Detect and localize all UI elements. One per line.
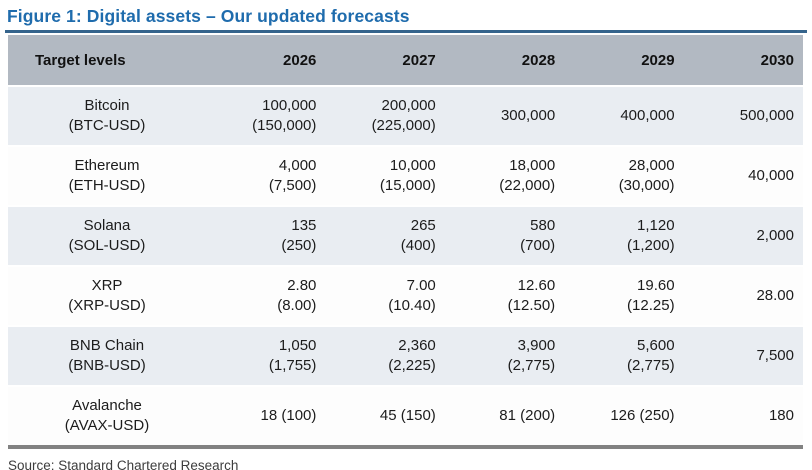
asset-cell: Ethereum (ETH-USD) [68, 156, 146, 194]
value-cell: 81 (200) [499, 406, 556, 424]
value-cell: 28.00 [756, 286, 794, 304]
table-row: Bitcoin (BTC-USD) 100,000 (150,000) 200,00… [8, 86, 803, 146]
table-header: Target levels 2026 2027 2028 2029 2030 [8, 35, 803, 86]
value-cell: 200,000 (225,000) [371, 96, 436, 134]
value-cell: 10,000 (15,000) [379, 156, 436, 194]
value-cell: 135 (250) [281, 216, 317, 254]
asset-cell: BNB Chain (BNB-USD) [68, 336, 146, 374]
header-row: Target levels 2026 2027 2028 2029 2030 [8, 35, 803, 86]
table-body: Bitcoin (BTC-USD) 100,000 (150,000) 200,00… [8, 86, 803, 445]
forecast-table-wrapper: Target levels 2026 2027 2028 2029 2030 Bitcoi… [8, 35, 803, 449]
column-header: 2026 [206, 35, 326, 86]
forecast-table: Target levels 2026 2027 2028 2029 2030 Bitcoi… [8, 35, 803, 445]
value-cell: 500,000 [739, 106, 794, 124]
column-header: 2029 [564, 35, 684, 86]
value-cell: 18,000 (22,000) [499, 156, 556, 194]
column-header: Target levels [8, 35, 206, 86]
value-cell: 5,600 (2,775) [627, 336, 675, 374]
value-cell: 18 (100) [260, 406, 317, 424]
value-cell: 45 (150) [379, 406, 436, 424]
value-cell: 100,000 (150,000) [252, 96, 317, 134]
figure-title: Figure 1: Digital assets – Our updated f… [7, 6, 410, 26]
value-cell: 28,000 (30,000) [618, 156, 675, 194]
value-cell: 2.80 (8.00) [277, 276, 317, 314]
value-cell: 40,000 [748, 166, 794, 184]
value-cell: 12.60 (12.50) [507, 276, 556, 314]
value-cell: 3,900 (2,775) [507, 336, 556, 374]
value-cell: 580 (700) [520, 216, 556, 254]
value-cell: 7.00 (10.40) [388, 276, 436, 314]
table-row: XRP (XRP-USD) 2.80 (8.00) 7.00 (10.40) 12.6… [8, 266, 803, 326]
source-note: Source: Standard Chartered Research [8, 458, 239, 470]
asset-cell: Bitcoin (BTC-USD) [68, 96, 146, 134]
asset-cell: Avalanche (AVAX-USD) [64, 396, 150, 434]
value-cell: 265 (400) [400, 216, 436, 254]
column-header: 2027 [325, 35, 445, 86]
value-cell: 4,000 (7,500) [268, 156, 317, 194]
value-cell: 126 (250) [610, 406, 675, 424]
column-header: 2028 [444, 35, 565, 86]
table-row: BNB Chain (BNB-USD) 1,050 (1,755) 2,360 (2… [8, 326, 803, 386]
table-row: Ethereum (ETH-USD) 4,000 (7,500) 10,000 (1… [8, 146, 803, 206]
value-cell: 400,000 [620, 106, 675, 124]
value-cell: 2,000 [756, 226, 794, 244]
title-underline [5, 30, 807, 33]
asset-cell: Solana (SOL-USD) [68, 216, 146, 254]
value-cell: 1,120 (1,200) [627, 216, 675, 254]
value-cell: 2,360 (2,225) [388, 336, 436, 374]
table-row: Avalanche (AVAX-USD) 18 (100) 45 (150) 81 (… [8, 386, 803, 445]
value-cell: 300,000 [500, 106, 556, 124]
value-cell: 180 [768, 406, 794, 424]
column-header: 2030 [683, 35, 803, 86]
asset-cell: XRP (XRP-USD) [68, 276, 146, 314]
table-row: Solana (SOL-USD) 135 (250) 265 (400) 580 (7… [8, 206, 803, 266]
value-cell: 1,050 (1,755) [268, 336, 317, 374]
value-cell: 19.60 (12.25) [627, 276, 675, 314]
value-cell: 7,500 [756, 346, 794, 364]
